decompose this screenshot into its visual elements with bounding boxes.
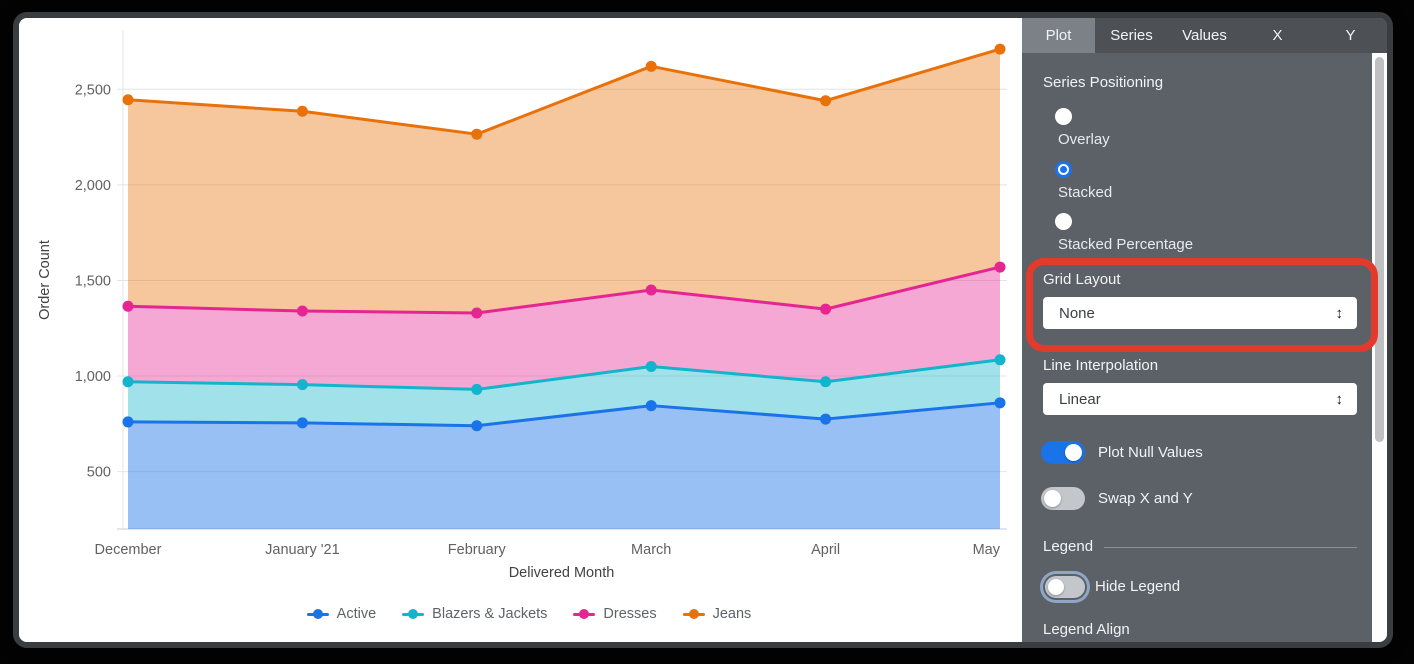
tab-y[interactable]: Y (1314, 18, 1387, 53)
svg-text:May: May (973, 542, 1001, 558)
legend-section-header: Legend (1043, 538, 1094, 555)
grid-layout-select[interactable]: None ↕ (1043, 297, 1357, 329)
data-point (122, 416, 134, 428)
chart-region: 500 1,000 1,500 2,000 2,500 December January '… (19, 18, 1019, 642)
data-point (820, 376, 832, 388)
section-divider (1104, 547, 1357, 548)
legend-marker-icon (402, 609, 425, 619)
svg-text:February: February (448, 542, 507, 558)
data-point (994, 397, 1006, 409)
tab-series[interactable]: Series (1095, 18, 1168, 53)
data-point (994, 43, 1006, 55)
legend-label: Blazers & Jackets (432, 606, 548, 622)
data-point (296, 105, 308, 117)
svg-text:March: March (631, 542, 671, 558)
plot-null-values-label: Plot Null Values (1098, 444, 1203, 461)
tab-label: Plot (1045, 27, 1072, 44)
data-point (122, 300, 134, 312)
svg-text:January '21: January '21 (265, 542, 340, 558)
svg-text:Order Count: Order Count (37, 240, 53, 320)
data-point (471, 383, 483, 395)
radio-stacked-percentage[interactable] (1055, 213, 1072, 230)
legend-item-blazers-jackets[interactable]: Blazers & Jackets (402, 606, 547, 622)
grid-layout-label: Grid Layout (1043, 271, 1121, 288)
tab-label: X (1272, 27, 1283, 44)
legend-item-active[interactable]: Active (306, 606, 377, 622)
data-point (645, 284, 657, 296)
svg-text:April: April (811, 542, 840, 558)
tab-label: Series (1110, 27, 1153, 44)
legend-align-label: Legend Align (1043, 621, 1130, 638)
data-point (296, 305, 308, 317)
plot-settings-panel: Plot Series Values X Y Series Positionin… (1022, 18, 1387, 642)
legend-label: Jeans (712, 606, 752, 622)
radio-overlay[interactable] (1055, 108, 1072, 125)
data-point (820, 303, 832, 315)
legend-marker-icon (682, 609, 705, 619)
legend-item-jeans[interactable]: Jeans (682, 606, 752, 622)
grid-layout-value: None (1059, 304, 1095, 322)
legend-marker-icon (306, 609, 329, 619)
series-positioning-label: Series Positioning (1043, 74, 1164, 91)
swap-x-and-y-label: Swap X and Y (1098, 490, 1193, 507)
data-point (994, 354, 1006, 366)
legend-item-dresses[interactable]: Dresses (573, 606, 657, 622)
updown-arrows-icon: ↕ (1335, 390, 1344, 408)
svg-text:December: December (95, 542, 162, 558)
data-point (820, 95, 832, 107)
line-interpolation-select[interactable]: Linear ↕ (1043, 383, 1357, 415)
radio-stacked[interactable] (1055, 161, 1072, 178)
svg-text:1,500: 1,500 (75, 273, 111, 289)
svg-text:2,000: 2,000 (75, 178, 111, 194)
tab-label: Y (1345, 27, 1356, 44)
svg-text:2,500: 2,500 (75, 82, 111, 98)
data-point (994, 261, 1006, 273)
hide-legend-toggle[interactable] (1045, 576, 1085, 598)
panel-tabbar: Plot Series Values X Y (1022, 18, 1387, 53)
scrollbar-thumb[interactable] (1375, 57, 1384, 442)
data-point (471, 307, 483, 319)
legend-marker-icon (573, 609, 596, 619)
data-point (645, 400, 657, 412)
data-point (471, 420, 483, 432)
stacked-area-chart: 500 1,000 1,500 2,000 2,500 December January '… (37, 30, 1007, 581)
updown-arrows-icon: ↕ (1335, 304, 1344, 322)
legend-label: Active (336, 606, 377, 622)
hide-legend-label: Hide Legend (1095, 578, 1181, 595)
data-point (122, 376, 134, 388)
svg-text:500: 500 (87, 465, 111, 481)
line-interpolation-label: Line Interpolation (1043, 357, 1159, 374)
tab-plot[interactable]: Plot (1022, 18, 1095, 53)
data-point (645, 360, 657, 372)
window-content: 500 1,000 1,500 2,000 2,500 December January '… (19, 18, 1387, 642)
data-point (471, 128, 483, 140)
swap-x-and-y-toggle[interactable] (1041, 487, 1085, 510)
radio-overlay-label[interactable]: Overlay (1058, 131, 1110, 148)
line-interpolation-value: Linear (1059, 390, 1101, 408)
radio-stacked-label[interactable]: Stacked (1058, 184, 1113, 201)
svg-text:1,000: 1,000 (75, 369, 111, 385)
data-point (645, 60, 657, 72)
legend-label: Dresses (603, 606, 657, 622)
data-point (296, 379, 308, 391)
svg-text:Delivered Month: Delivered Month (509, 565, 615, 581)
data-point (122, 94, 134, 106)
app-window: 500 1,000 1,500 2,000 2,500 December January '… (13, 12, 1393, 648)
data-point (296, 417, 308, 429)
radio-stacked-percentage-label[interactable]: Stacked Percentage (1058, 236, 1194, 253)
tab-values[interactable]: Values (1168, 18, 1241, 53)
plot-null-values-toggle[interactable] (1041, 441, 1085, 464)
tab-x[interactable]: X (1241, 18, 1314, 53)
data-point (820, 413, 832, 425)
chart-legend: Active Blazers & Jackets Dresses Jeans (89, 602, 969, 626)
panel-scrollbar[interactable] (1372, 53, 1387, 642)
tab-label: Values (1182, 27, 1227, 44)
